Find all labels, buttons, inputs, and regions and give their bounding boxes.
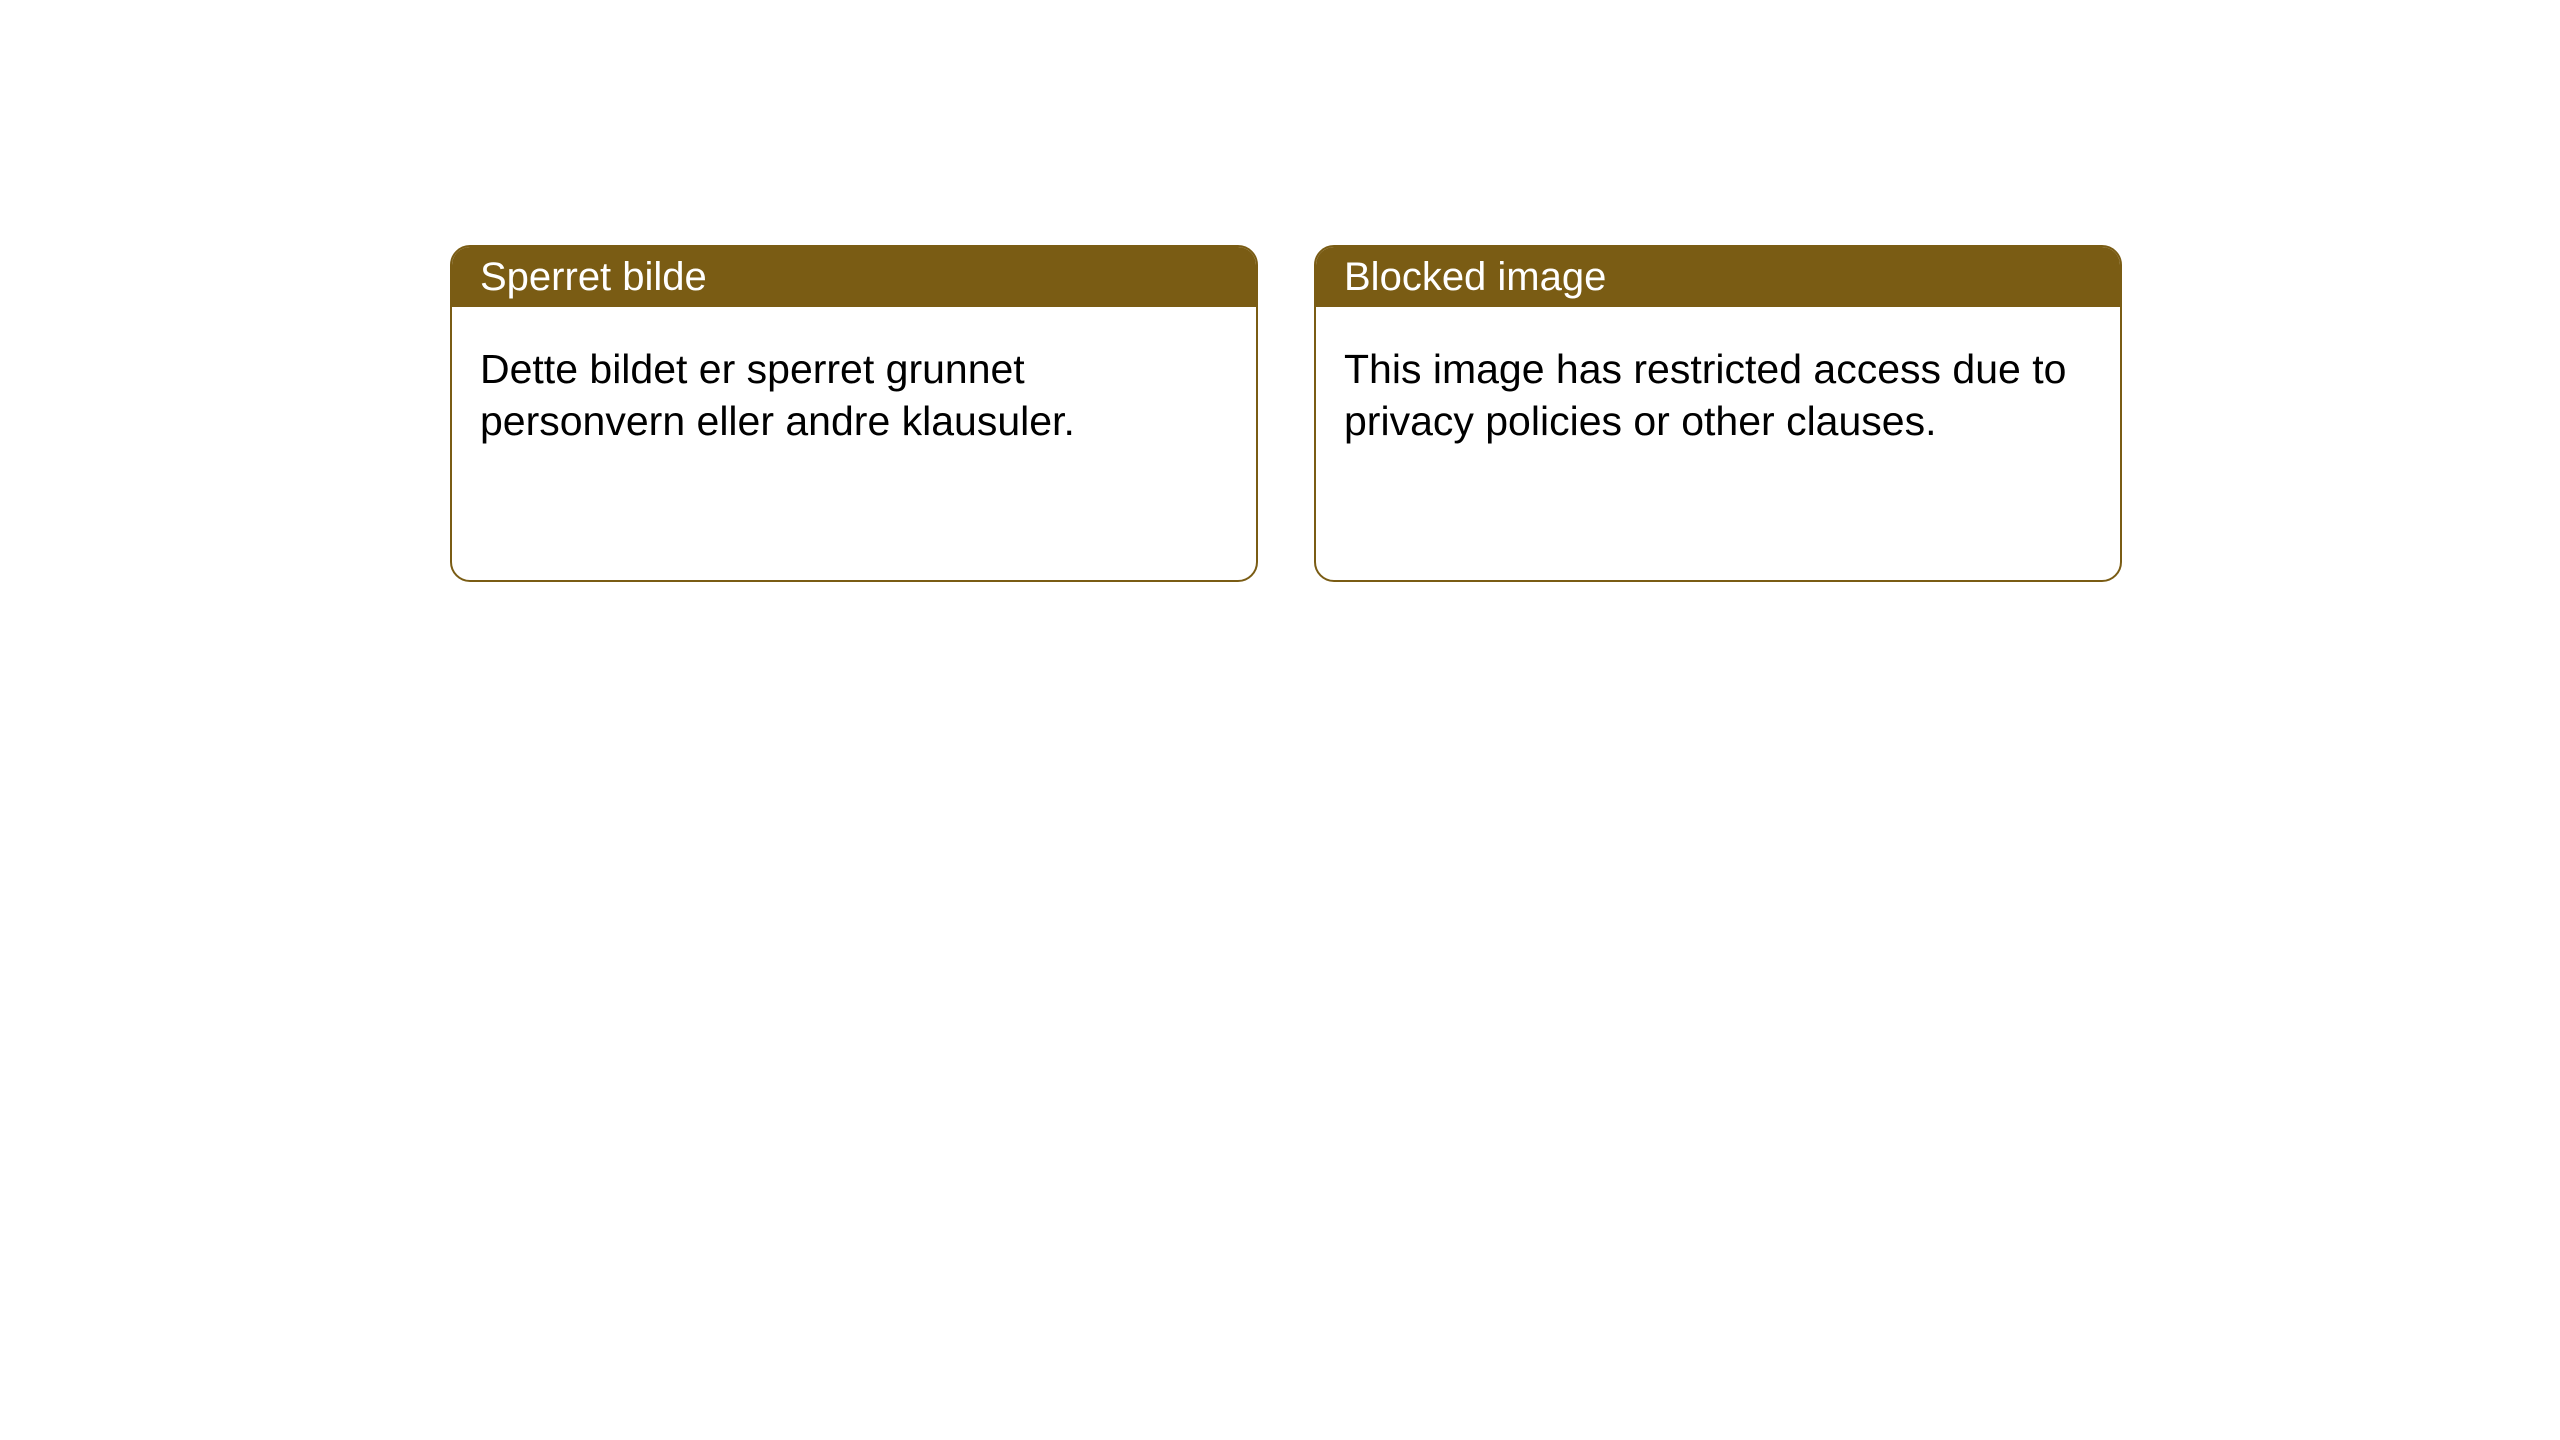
notice-message-norwegian: Dette bildet er sperret grunnet personve… [480,346,1075,444]
notice-body-norwegian: Dette bildet er sperret grunnet personve… [452,307,1256,484]
notice-title-norwegian: Sperret bilde [480,255,707,300]
notice-header-norwegian: Sperret bilde [452,247,1256,307]
notice-card-english: Blocked image This image has restricted … [1314,245,2122,582]
notice-header-english: Blocked image [1316,247,2120,307]
notice-card-norwegian: Sperret bilde Dette bildet er sperret gr… [450,245,1258,582]
notice-message-english: This image has restricted access due to … [1344,346,2066,444]
notice-body-english: This image has restricted access due to … [1316,307,2120,484]
notice-title-english: Blocked image [1344,255,1606,300]
notice-container: Sperret bilde Dette bildet er sperret gr… [0,0,2560,582]
